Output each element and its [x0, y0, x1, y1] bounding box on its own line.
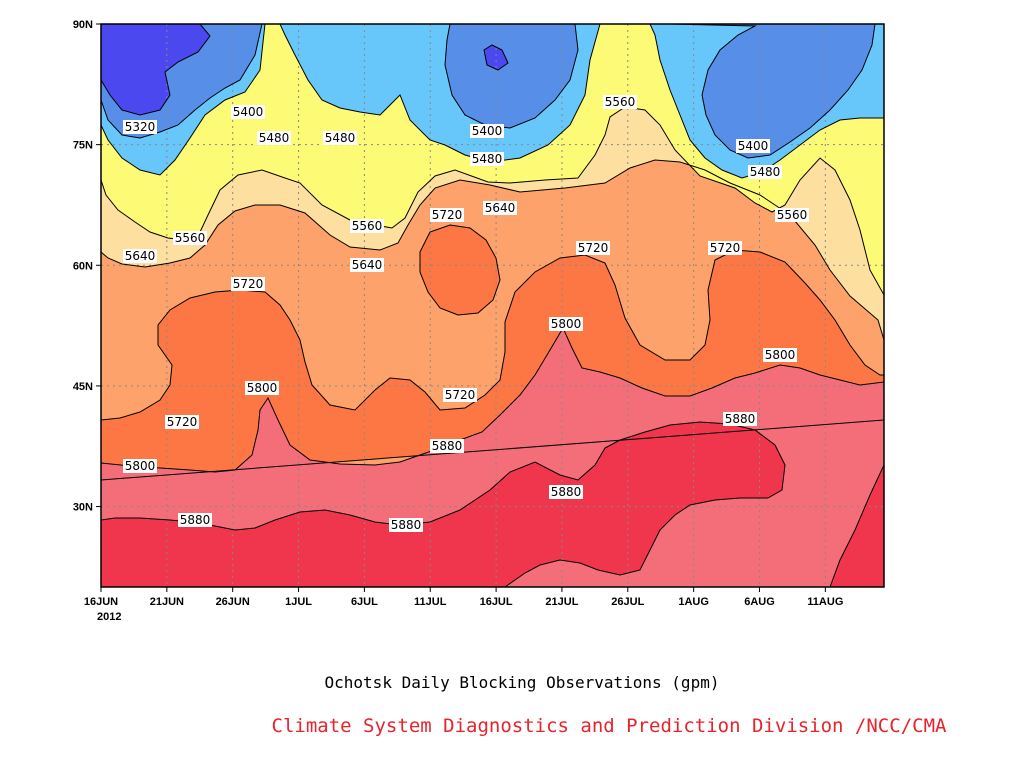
- x-tick-label: 1AUG: [678, 596, 709, 608]
- x-tick-label: 1JUL: [285, 596, 312, 608]
- contour-label: 5880: [430, 439, 464, 453]
- contour-line: [101, 421, 884, 587]
- contour-label: 5320: [123, 120, 157, 134]
- contour-label: 5800: [763, 348, 797, 362]
- contour-label-text: 5800: [247, 381, 278, 395]
- contour-label-text: 5640: [125, 249, 156, 263]
- contour-label-text: 5720: [445, 388, 476, 402]
- contour-label: 5480: [323, 131, 357, 145]
- contour-label: 5800: [549, 317, 583, 331]
- contour-label-text: 5800: [765, 348, 796, 362]
- y-tick-label: 45N: [73, 381, 93, 393]
- contour-label: 5560: [350, 219, 384, 233]
- band-above-5880: [101, 422, 884, 587]
- x-tick-label: 11JUL: [414, 596, 447, 608]
- contour-label-text: 5560: [352, 219, 383, 233]
- credit-line: Climate System Diagnostics and Predictio…: [272, 715, 947, 737]
- contour-label: 5880: [178, 513, 212, 527]
- contour-label: 5640: [350, 258, 384, 272]
- contour-label-text: 5720: [578, 241, 609, 255]
- contour-label-text: 5880: [725, 412, 756, 426]
- contour-label: 5880: [723, 412, 757, 426]
- contour-label: 5720: [708, 241, 742, 255]
- y-tick-label: 60N: [73, 260, 93, 272]
- x-tick-label: 26JUL: [611, 596, 644, 608]
- contour-label: 5720: [443, 388, 477, 402]
- contour-label-text: 5720: [233, 277, 264, 291]
- contour-line: [101, 224, 884, 481]
- contour-label-text: 5560: [175, 231, 206, 245]
- contour-label-text: 5400: [472, 124, 503, 138]
- plot-area: [101, 24, 884, 587]
- contour-label: 5560: [173, 231, 207, 245]
- contour-label-text: 5480: [259, 131, 290, 145]
- contour-label-text: 5560: [777, 208, 808, 222]
- contour-label: 5480: [470, 152, 504, 166]
- contour-label-text: 5640: [485, 201, 516, 215]
- contour-labels: 5320 5400 5480 5480 5400 5480 5560 5400 5480 5560…: [123, 95, 809, 532]
- contour-label-text: 5720: [167, 415, 198, 429]
- x-tick-label: 21JUL: [545, 596, 578, 608]
- chart-title: Ochotsk Daily Blocking Observations (gpm…: [325, 673, 720, 692]
- contour-label: 5800: [123, 459, 157, 473]
- contour-label: 5880: [549, 485, 583, 499]
- contour-label-text: 5880: [551, 485, 582, 499]
- contour-line: [101, 24, 509, 116]
- contour-label: 5560: [775, 208, 809, 222]
- y-tick-label: 75N: [73, 140, 93, 152]
- band-below-5320: [101, 24, 508, 115]
- contour-label-text: 5720: [432, 208, 463, 222]
- contour-label-text: 5400: [233, 105, 264, 119]
- contour-label-text: 5880: [180, 513, 211, 527]
- contour-label: 5720: [231, 277, 265, 291]
- x-year-label: 2012: [97, 611, 121, 623]
- contour-label: 5720: [165, 415, 199, 429]
- x-tick-label: 16JUL: [480, 596, 513, 608]
- contour-label: 5640: [483, 201, 517, 215]
- y-axis: 30N 45N 60N 75N 90N: [73, 19, 101, 514]
- contour-label-text: 5480: [472, 152, 503, 166]
- contour-line: [101, 326, 884, 587]
- contour-label: 5720: [430, 208, 464, 222]
- x-axis: 16JUN 21JUN 26JUN 1JUL 6JUL 11JUL 16JUL 21JUL 26…: [84, 587, 843, 608]
- x-tick-label: 6JUL: [351, 596, 378, 608]
- x-tick-label: 6AUG: [744, 596, 775, 608]
- contour-label-text: 5880: [432, 439, 463, 453]
- contour-label: 5720: [576, 241, 610, 255]
- contour-label: 5560: [603, 95, 637, 109]
- x-tick-label: 16JUN: [84, 596, 118, 608]
- contour-label-text: 5480: [750, 165, 781, 179]
- contour-label: 5800: [245, 381, 279, 395]
- contour-label: 5400: [231, 105, 265, 119]
- contour-label: 5400: [470, 124, 504, 138]
- contour-label-text: 5320: [125, 120, 156, 134]
- contour-label-text: 5880: [391, 518, 422, 532]
- contour-line: [101, 24, 876, 159]
- contour-label-text: 5560: [605, 95, 636, 109]
- contour-label: 5880: [389, 518, 423, 532]
- contour-label: 5480: [748, 165, 782, 179]
- x-tick-label: 11AUG: [807, 596, 843, 608]
- contour-line: [101, 24, 884, 341]
- contour-label-text: 5480: [325, 131, 356, 145]
- contour-label-text: 5400: [738, 139, 769, 153]
- contour-label-text: 5800: [125, 459, 156, 473]
- contour-label: 5480: [257, 131, 291, 145]
- x-tick-label: 26JUN: [216, 596, 250, 608]
- contour-label: 5400: [736, 139, 770, 153]
- y-tick-label: 90N: [73, 19, 93, 31]
- contour-label-text: 5800: [551, 317, 582, 331]
- contour-label-text: 5640: [352, 258, 383, 272]
- contour-label-text: 5720: [710, 241, 741, 255]
- band-5320-5400: [101, 24, 875, 158]
- x-tick-label: 21JUN: [150, 596, 184, 608]
- contour-label: 5640: [123, 249, 157, 263]
- plot-frame: [100, 23, 885, 588]
- y-tick-label: 30N: [73, 502, 93, 514]
